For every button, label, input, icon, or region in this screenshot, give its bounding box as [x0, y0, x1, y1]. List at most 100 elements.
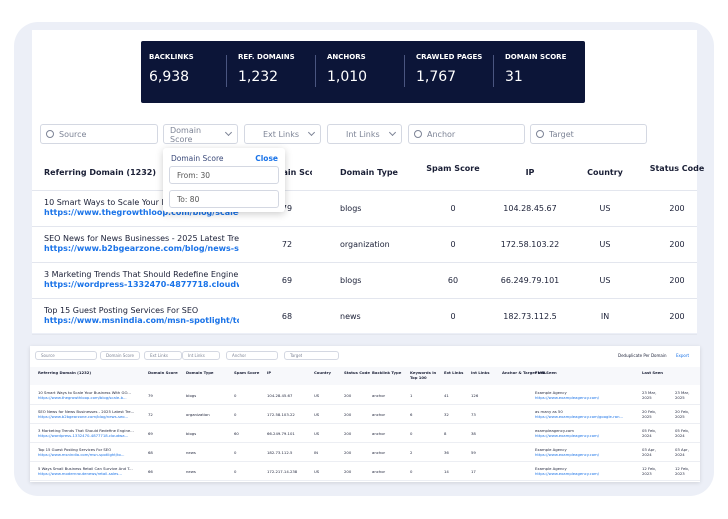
mini-cell: anchor	[372, 393, 386, 398]
mini-filter[interactable]: Target	[284, 351, 339, 360]
mini-filter[interactable]: Domain Score	[100, 351, 140, 360]
mini-cell: 38	[471, 431, 476, 436]
column-header[interactable]: IP	[525, 168, 535, 177]
stat-label: DOMAIN SCORE	[505, 53, 567, 61]
mini-header[interactable]: Domain Type	[186, 371, 214, 375]
filter-input[interactable]: Ext Links	[244, 124, 321, 144]
mini-last-seen: 03 Apr, 2024	[675, 447, 689, 457]
mini-first-seen: 23 Mar, 2025	[642, 390, 657, 400]
export-button[interactable]: Export	[676, 353, 690, 358]
mini-title[interactable]: 3 Marketing Trends That Should Redefine …	[38, 428, 134, 433]
dedupe-toggle[interactable]: Deduplicate Per Domain	[618, 353, 667, 358]
mini-filter[interactable]: Source	[35, 351, 97, 360]
range-input[interactable]: To: 80	[169, 190, 279, 208]
mini-target[interactable]: https://www.exampleagency.com/google-ran…	[535, 414, 624, 419]
cell: 72	[281, 240, 293, 249]
cell: 79	[281, 204, 293, 213]
mini-cell: 32	[444, 412, 449, 417]
mini-title[interactable]: Top 15 Guest Posting Services For SEO	[38, 447, 112, 452]
cell: blogs	[340, 276, 362, 285]
mini-filter-label: Int Links	[188, 353, 205, 358]
mini-header[interactable]: Status Code	[344, 371, 370, 375]
mini-target[interactable]: https://www.exampleagency.com/	[535, 452, 599, 457]
filter-input[interactable]: Anchor	[408, 124, 525, 144]
column-header[interactable]: Referring Domain (1232)	[44, 168, 157, 177]
domain-title[interactable]: 3 Marketing Trends That Should Redefine …	[44, 270, 239, 279]
column-header[interactable]: Spam Score	[426, 164, 480, 173]
mini-cell: 0	[410, 431, 413, 436]
popup-close[interactable]: Close	[255, 154, 278, 163]
mini-cell: 0	[234, 393, 237, 398]
range-input[interactable]: From: 30	[169, 166, 279, 184]
mini-header[interactable]: Spam Score	[234, 371, 260, 375]
mini-header[interactable]: Ext Links	[444, 371, 464, 375]
filter-input[interactable]: Source	[40, 124, 158, 144]
mini-header[interactable]: Backlink Type	[372, 371, 402, 375]
mini-header[interactable]: First Seen	[535, 371, 557, 375]
mini-cell: 36	[444, 450, 449, 455]
mini-first-seen: 20 Feb, 2025	[642, 409, 656, 419]
mini-target[interactable]: https://www.exampleagency.com/	[535, 471, 599, 476]
domain-title[interactable]: SEO News for News Businesses - 2025 Late…	[44, 234, 239, 243]
filter-label: Anchor	[427, 130, 456, 139]
domain-url[interactable]: https://wordpress-1332470-4877718.cloudw…	[44, 280, 239, 289]
mini-cell: 59	[471, 450, 476, 455]
mini-header[interactable]: Referring Domain (1232)	[38, 371, 92, 375]
mini-table: Source Domain Score Ext Links Int Links Anch…	[30, 346, 700, 482]
filter-input[interactable]: Domain Score	[163, 124, 238, 144]
cell: 68	[281, 312, 293, 321]
mini-header[interactable]: Anchor & Target URL	[502, 371, 547, 375]
mini-cell: 0	[234, 450, 237, 455]
mini-cell: anchor	[372, 469, 386, 474]
domain-title[interactable]: Top 15 Guest Posting Services For SEO	[44, 306, 199, 315]
domain-url[interactable]: https://www.msnindia.com/msn-spotlight/t…	[44, 316, 239, 325]
mini-title[interactable]: 10 Smart Ways to Scale Your Business Wit…	[38, 390, 131, 395]
mini-cell: news	[186, 469, 196, 474]
mini-cell: 66.249.79.101	[267, 431, 295, 436]
mini-header[interactable]: Domain Score	[148, 371, 178, 375]
mini-target[interactable]: https://www.exampleagency.com/	[535, 395, 599, 400]
row-line	[32, 262, 697, 263]
stat-label: ANCHORS	[327, 53, 366, 61]
mini-url[interactable]: https://www.thegrowthloop.com/blog/scale…	[38, 395, 127, 400]
mini-header[interactable]: Keywords in Top 100	[410, 371, 437, 380]
column-header[interactable]: Domain Type	[340, 168, 398, 177]
mini-url[interactable]: https://www.modernroutenews/retail-sales…	[38, 471, 122, 476]
mini-header[interactable]: Int Links	[471, 371, 490, 375]
mini-header[interactable]: Country	[314, 371, 331, 375]
domain-title[interactable]: 10 Smart Ways to Scale Your Business Wit…	[44, 198, 226, 207]
mini-anchor: Example Agency	[535, 447, 567, 452]
mini-cell: 126	[471, 393, 479, 398]
cell: 200	[669, 204, 685, 213]
mini-header[interactable]: Last Seen	[642, 371, 663, 375]
mini-url[interactable]: https://www.b2bgearzone.com/blog/news-se…	[38, 414, 129, 419]
domain-url[interactable]: https://www.thegrowthloop.com/blog/scale…	[44, 208, 239, 217]
mini-filter[interactable]: Ext Links	[144, 351, 182, 360]
mini-filter[interactable]: Int Links	[182, 351, 220, 360]
cell: 200	[669, 276, 685, 285]
mini-anchor: exampleagency.com	[535, 428, 574, 433]
mini-first-seen: 05 Feb, 2024	[642, 428, 656, 438]
filter-popup: Domain Score Close From: 30 To: 80	[163, 148, 285, 212]
column-header[interactable]: Domain Score	[262, 168, 312, 177]
mini-cell: 0	[410, 469, 413, 474]
stat-label: CRAWLED PAGES	[416, 53, 483, 61]
filter-input[interactable]: Target	[530, 124, 647, 144]
mini-url[interactable]: https://wordpress-1332470-4877718.cloudw…	[38, 433, 129, 438]
stat-label: REF. DOMAINS	[238, 53, 295, 61]
mini-target[interactable]: https://www.exampleagency.com/	[535, 433, 599, 438]
column-header[interactable]: Country	[587, 168, 623, 177]
domain-url[interactable]: https://www.b2bgearzone.com/blog/news-se…	[44, 244, 239, 253]
mini-url[interactable]: https://www.msnindia.com/msn-spotlight/t…	[38, 452, 125, 457]
mini-header[interactable]: IP	[267, 371, 272, 375]
mini-cell: 200	[344, 393, 352, 398]
column-header[interactable]: Status Code	[649, 164, 705, 173]
filter-input[interactable]: Int Links	[327, 124, 402, 144]
mini-cell: 172.217.14.238	[267, 469, 297, 474]
mini-filter[interactable]: Anchor	[226, 351, 278, 360]
mini-cell: 200	[344, 469, 352, 474]
filter-label: Domain Score	[170, 126, 202, 144]
mini-title[interactable]: 5 Ways Small Business Retail Can Survive…	[38, 466, 133, 471]
mini-title[interactable]: SEO News for News Businesses - 2025 Late…	[38, 409, 135, 414]
mini-cell: anchor	[372, 431, 386, 436]
